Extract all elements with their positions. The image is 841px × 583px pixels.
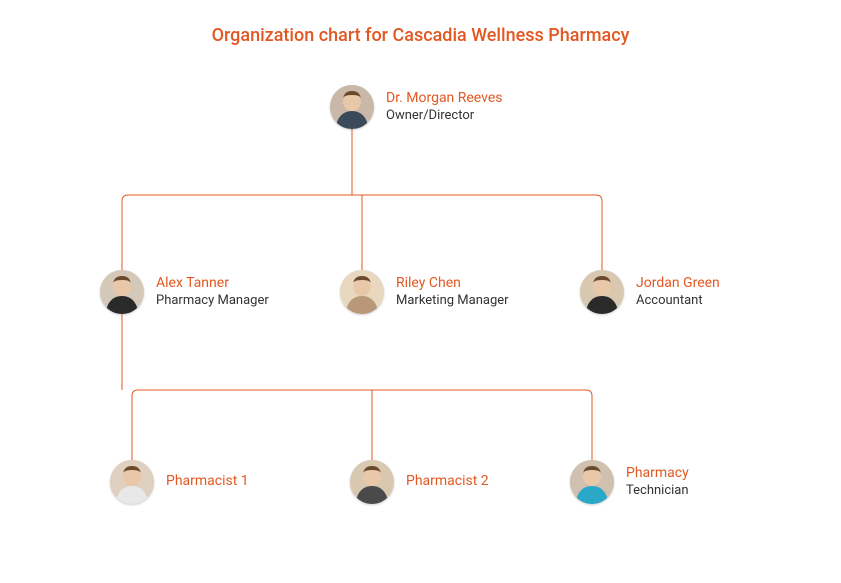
- org-node-staff3: PharmacyTechnician: [570, 460, 689, 504]
- node-labels: Dr. Morgan ReevesOwner/Director: [386, 90, 502, 124]
- avatar: [570, 460, 614, 504]
- avatar: [340, 270, 384, 314]
- node-labels: Jordan GreenAccountant: [636, 275, 720, 309]
- node-role: Pharmacy Manager: [156, 293, 269, 309]
- node-labels: Pharmacist 2: [406, 473, 489, 491]
- node-name: Riley Chen: [396, 275, 509, 293]
- node-role: Marketing Manager: [396, 293, 509, 309]
- avatar: [100, 270, 144, 314]
- avatar: [330, 85, 374, 129]
- node-name: Pharmacist 1: [166, 473, 249, 491]
- node-role: Accountant: [636, 293, 720, 309]
- node-name: Alex Tanner: [156, 275, 269, 293]
- node-name: Jordan Green: [636, 275, 720, 293]
- org-node-mgr1: Alex TannerPharmacy Manager: [100, 270, 269, 314]
- chart-title: Organization chart for Cascadia Wellness…: [0, 25, 841, 46]
- node-name: Pharmacy: [626, 465, 689, 483]
- node-labels: Alex TannerPharmacy Manager: [156, 275, 269, 309]
- org-node-mgr2: Riley ChenMarketing Manager: [340, 270, 509, 314]
- node-role: Technician: [626, 483, 689, 499]
- avatar: [110, 460, 154, 504]
- node-labels: Pharmacist 1: [166, 473, 249, 491]
- node-labels: PharmacyTechnician: [626, 465, 689, 499]
- org-node-staff1: Pharmacist 1: [110, 460, 249, 504]
- org-node-root: Dr. Morgan ReevesOwner/Director: [330, 85, 502, 129]
- org-node-mgr3: Jordan GreenAccountant: [580, 270, 720, 314]
- node-role: Owner/Director: [386, 108, 502, 124]
- node-name: Pharmacist 2: [406, 473, 489, 491]
- node-labels: Riley ChenMarketing Manager: [396, 275, 509, 309]
- avatar: [580, 270, 624, 314]
- avatar: [350, 460, 394, 504]
- org-node-staff2: Pharmacist 2: [350, 460, 489, 504]
- node-name: Dr. Morgan Reeves: [386, 90, 502, 108]
